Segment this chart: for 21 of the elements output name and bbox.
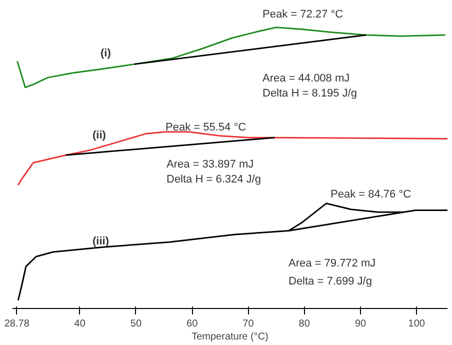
- x-tick-label: 100: [408, 318, 426, 330]
- annotation: (i): [100, 48, 112, 60]
- x-tick-label: 28.78: [4, 318, 30, 330]
- annotation: Area = 33.897 mJ: [166, 158, 254, 170]
- x-tick-label: 60: [186, 318, 198, 330]
- x-tick-label: 50: [130, 318, 142, 330]
- annotation: Delta H = 8.195 J/g: [262, 88, 357, 100]
- x-axis-title: Temperature (°C): [192, 332, 268, 342]
- x-tick-label: 90: [354, 318, 366, 330]
- annotation: Area = 79.772 mJ: [288, 258, 376, 270]
- x-tick-label: 40: [74, 318, 86, 330]
- annotation: Delta = 7.699 J/g: [288, 276, 372, 288]
- x-tick-label: 70: [242, 318, 254, 330]
- annotation: Delta H = 6.324 J/g: [166, 174, 261, 186]
- annotation: Area = 44.008 mJ: [262, 72, 350, 84]
- text: Peak = 72.27 °C: [262, 8, 344, 20]
- annotation: (iii): [92, 236, 110, 248]
- annotation: Peak = 55.54 °C: [166, 122, 246, 134]
- annotation: Peak = 84.76 °C: [330, 188, 412, 200]
- annotation: (ii): [92, 130, 106, 142]
- x-tick-label: 80: [298, 318, 310, 330]
